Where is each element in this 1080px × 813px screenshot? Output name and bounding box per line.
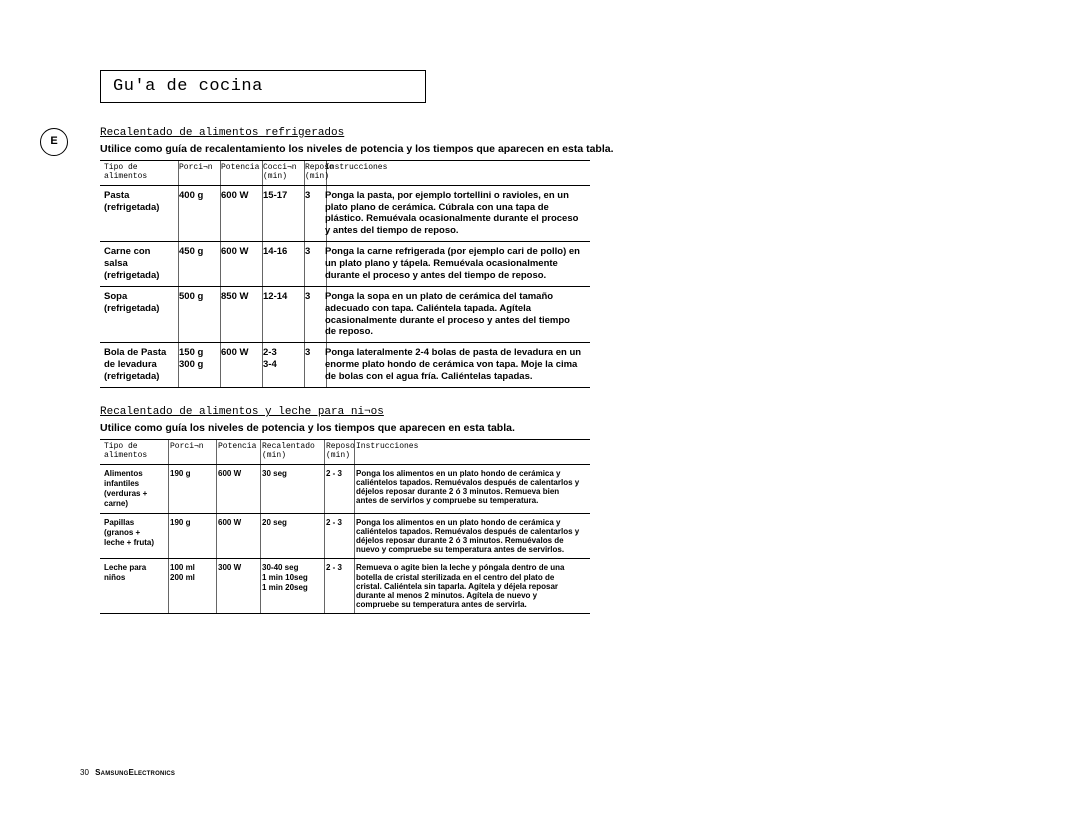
th-type: Tipo de alimentos [104, 443, 170, 461]
table-row: Carne con salsa (refrigetada) 450 g 600 … [100, 242, 590, 287]
cell-instr: Ponga los alimentos en un plato hondo de… [356, 469, 586, 509]
table1-header-row: Tipo de alimentos Porci¬n Potencia Cocci… [100, 161, 590, 186]
cell-instr: Ponga lateralmente 2-4 bolas de pasta de… [325, 347, 586, 383]
cell-port: 150 g 300 g [179, 347, 221, 383]
cell-type: Bola de Pasta de levadura (refrigetada) [104, 347, 179, 383]
cell-power: 850 W [221, 291, 263, 339]
th-power: Potencia [221, 164, 263, 182]
cell-port: 450 g [179, 246, 221, 282]
cell-power: 600 W [221, 347, 263, 383]
cell-power: 300 W [218, 563, 262, 609]
section1-note: Utilice como guía de recalentamiento los… [100, 143, 740, 156]
th-rest: Reposo (min) [305, 164, 325, 182]
section1-heading: Recalentado de alimentos refrigerados [100, 127, 1020, 139]
th-power: Potencia [218, 443, 262, 461]
table-row: Pasta (refrigetada) 400 g 600 W 15-17 3 … [100, 186, 590, 243]
cell-power: 600 W [218, 518, 262, 555]
cell-port: 500 g [179, 291, 221, 339]
cell-port: 400 g [179, 190, 221, 238]
cell-instr: Ponga la carne refrigerada (por ejemplo … [325, 246, 586, 282]
cell-instr: Ponga los alimentos en un plato hondo de… [356, 518, 586, 555]
table-refrigerated: Tipo de alimentos Porci¬n Potencia Cocci… [100, 160, 590, 388]
cell-rest: 3 [305, 291, 325, 339]
cell-rest: 3 [305, 246, 325, 282]
th-portion: Porci¬n [170, 443, 218, 461]
th-cook: Cocci¬n (min) [263, 164, 305, 182]
cell-instr: Remueva o agite bien la leche y póngala … [356, 563, 586, 609]
table2-header-row: Tipo de alimentos Porci¬n Potencia Recal… [100, 440, 590, 465]
th-portion: Porci¬n [179, 164, 221, 182]
cell-rest: 2 - 3 [326, 563, 356, 609]
cell-cook: 15-17 [263, 190, 305, 238]
cell-rest: 3 [305, 190, 325, 238]
cell-rest: 2 - 3 [326, 518, 356, 555]
cell-type: Papillas (granos + leche + fruta) [104, 518, 170, 555]
cell-cook: 30 seg [262, 469, 326, 509]
cell-power: 600 W [221, 190, 263, 238]
document-page: E Gu'a de cocina Recalentado de alimento… [0, 0, 1080, 813]
cell-port: 190 g [170, 518, 218, 555]
table-row: Sopa (refrigetada) 500 g 850 W 12-14 3 P… [100, 287, 590, 344]
cell-port: 100 ml 200 ml [170, 563, 218, 609]
table-row: Alimentos infantiles (verduras + carne) … [100, 465, 590, 514]
cell-type: Pasta (refrigetada) [104, 190, 179, 238]
cell-cook: 14-16 [263, 246, 305, 282]
cell-cook: 30-40 seg 1 min 10seg 1 min 20seg [262, 563, 326, 609]
cell-power: 600 W [221, 246, 263, 282]
section2-heading: Recalentado de alimentos y leche para ni… [100, 406, 1020, 418]
cell-cook: 2-3 3-4 [263, 347, 305, 383]
cell-port: 190 g [170, 469, 218, 509]
page-number: 30 [80, 768, 89, 777]
th-instr: Instrucciones [356, 443, 586, 461]
cell-cook: 20 seg [262, 518, 326, 555]
cell-rest: 2 - 3 [326, 469, 356, 509]
page-title-box: Gu'a de cocina [100, 70, 426, 103]
cell-rest: 3 [305, 347, 325, 383]
cell-cook: 12-14 [263, 291, 305, 339]
th-rest: Reposo (min) [326, 443, 356, 461]
table-row: Papillas (granos + leche + fruta) 190 g … [100, 514, 590, 560]
section2-note: Utilice como guía los niveles de potenci… [100, 422, 740, 435]
cell-power: 600 W [218, 469, 262, 509]
page-title: Gu'a de cocina [113, 77, 263, 96]
table-row: Leche para niños 100 ml 200 ml 300 W 30-… [100, 559, 590, 614]
cell-instr: Ponga la pasta, por ejemplo tortellini o… [325, 190, 586, 238]
cell-type: Sopa (refrigetada) [104, 291, 179, 339]
table-row: Bola de Pasta de levadura (refrigetada) … [100, 343, 590, 388]
language-badge: E [40, 128, 68, 156]
table-baby-food: Tipo de alimentos Porci¬n Potencia Recal… [100, 439, 590, 614]
th-instr: Instrucciones [325, 164, 586, 182]
cell-type: Alimentos infantiles (verduras + carne) [104, 469, 170, 509]
th-cook: Recalentado (min) [262, 443, 326, 461]
cell-instr: Ponga la sopa en un plato de cerámica de… [325, 291, 586, 339]
th-type: Tipo de alimentos [104, 164, 179, 182]
cell-type: Carne con salsa (refrigetada) [104, 246, 179, 282]
footer-brand: SamsungElectronics [95, 768, 175, 777]
page-footer: 30 SamsungElectronics [80, 768, 175, 777]
cell-type: Leche para niños [104, 563, 170, 609]
